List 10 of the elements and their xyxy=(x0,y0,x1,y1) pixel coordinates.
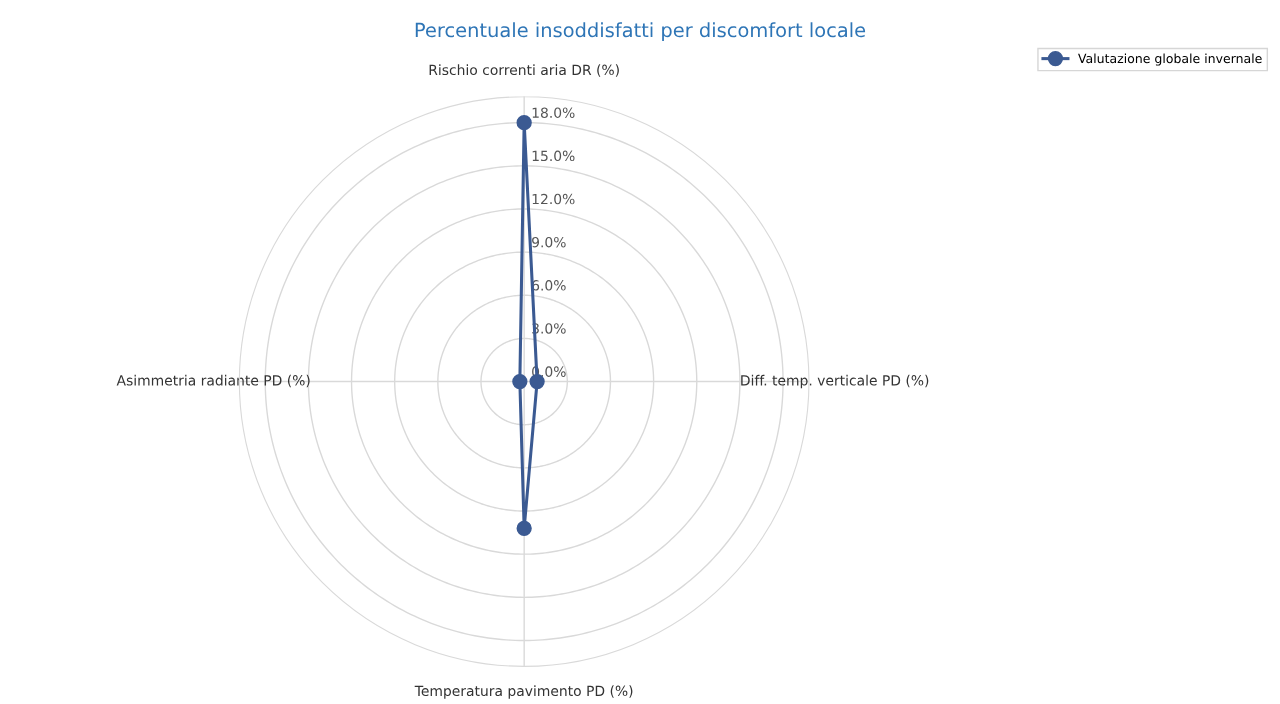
spoke-label: Diff. temp. verticale PD (%) xyxy=(741,374,929,389)
legend-label: Valutazione globale invernale xyxy=(1078,53,1262,66)
chart-title: Percentuale insoddisfatti per discomfort locale xyxy=(415,22,866,42)
spoke-label: Rischio correnti aria DR (%) xyxy=(429,64,619,77)
spoke-label: Temperatura pavimento PD (%) xyxy=(414,685,633,699)
y-tick-label: 9.0% xyxy=(532,236,566,248)
y-tick-label: 12.0% xyxy=(532,193,575,205)
y-tick-label: 15.0% xyxy=(532,150,575,162)
spoke-label: Asimmetria radiante PD (%) xyxy=(116,374,310,388)
y-tick-label: 18.0% xyxy=(532,107,575,118)
